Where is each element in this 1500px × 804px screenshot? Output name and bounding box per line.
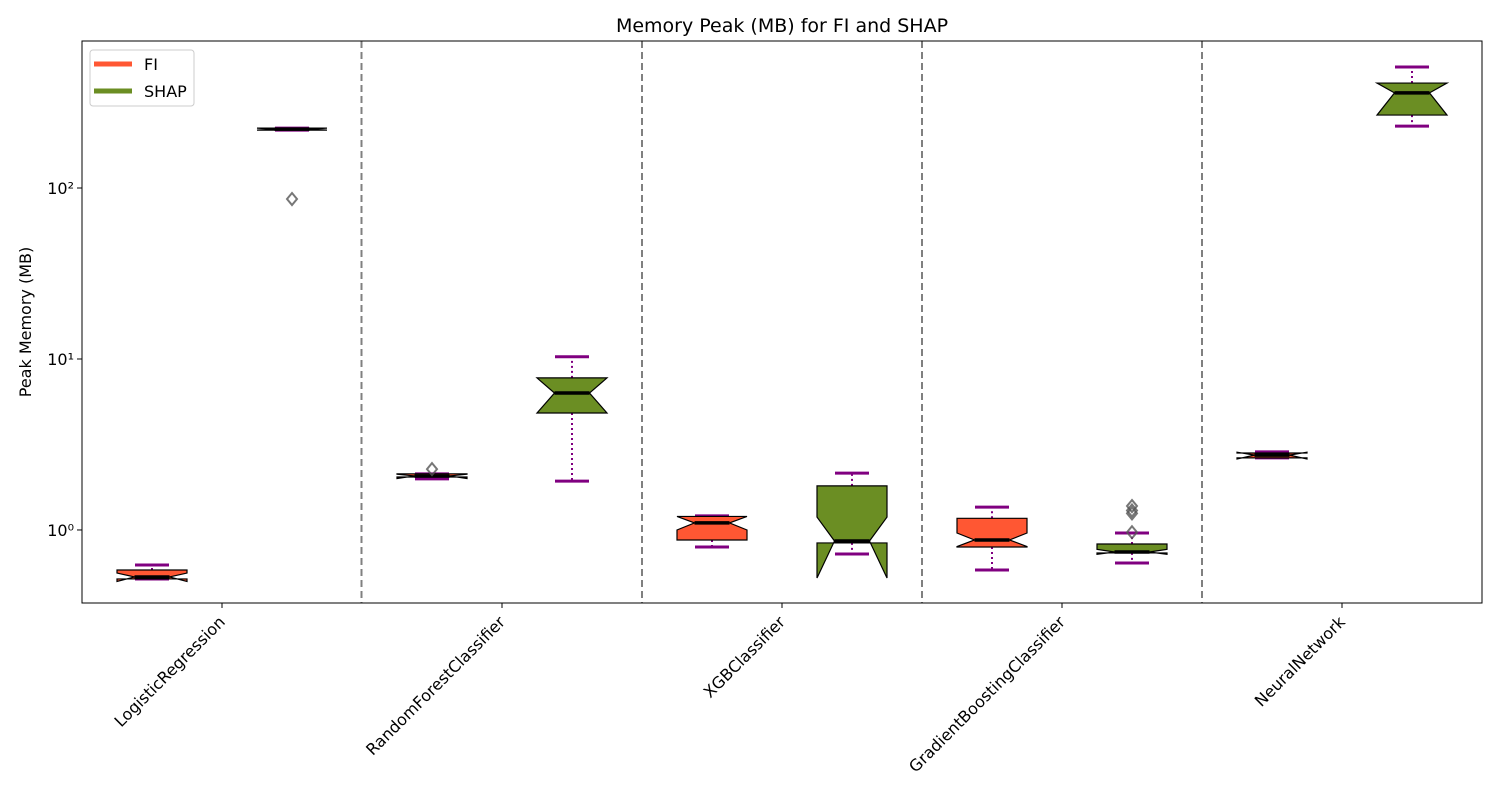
chart-title: Memory Peak (MB) for FI and SHAP xyxy=(616,15,948,37)
x-tick-label: GradientBoostingClassifier xyxy=(905,612,1069,776)
box xyxy=(535,377,609,414)
box xyxy=(676,515,748,541)
box xyxy=(956,517,1028,548)
flier xyxy=(1125,505,1139,521)
y-tick-label: 10¹ xyxy=(47,350,74,369)
box xyxy=(816,485,888,579)
x-tick-label: NeuralNetwork xyxy=(1251,612,1350,711)
x-tick-label: XGBClassifier xyxy=(700,612,789,701)
plot-frame xyxy=(81,40,1483,604)
box xyxy=(1374,82,1450,116)
y-tick-label: 10⁰ xyxy=(47,521,74,540)
y-axis-label: Peak Memory (MB) xyxy=(16,247,35,398)
y-tick-label: 10² xyxy=(47,179,74,198)
flier xyxy=(1125,498,1139,514)
flier xyxy=(1125,502,1139,519)
flier xyxy=(1125,524,1139,540)
flier xyxy=(425,461,439,477)
x-tick-label: RandomForestClassifier xyxy=(362,612,509,759)
legend: FI SHAP xyxy=(89,49,195,107)
flier xyxy=(285,191,299,207)
legend-label: FI xyxy=(144,55,158,74)
x-tick-label: LogisticRegression xyxy=(110,612,228,730)
legend-label: SHAP xyxy=(144,82,187,101)
group-separators xyxy=(360,41,1203,603)
